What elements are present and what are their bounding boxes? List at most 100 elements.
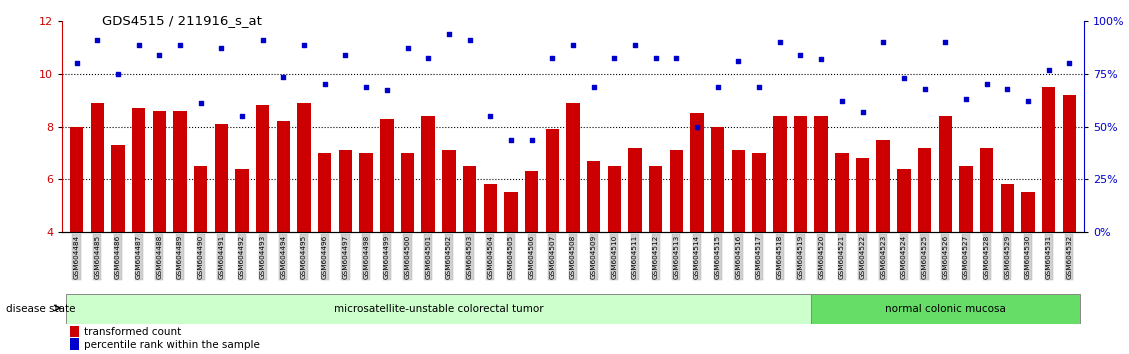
Text: GSM604488: GSM604488 [156,235,163,279]
Text: GSM604521: GSM604521 [839,235,844,279]
Text: GSM604525: GSM604525 [921,235,928,279]
Point [254,37,272,42]
Text: transformed count: transformed count [84,327,181,337]
Text: GSM604491: GSM604491 [218,235,225,279]
Text: GSM604513: GSM604513 [673,235,680,279]
Text: GSM604502: GSM604502 [446,235,452,279]
Text: GSM604511: GSM604511 [632,235,638,279]
Point [916,86,934,91]
Text: GSM604515: GSM604515 [715,235,720,279]
Bar [752,153,765,232]
Bar [173,111,186,232]
Text: GSM604520: GSM604520 [819,235,824,279]
Bar [711,127,725,232]
Point [895,75,913,81]
Bar [67,294,811,324]
Bar [814,116,828,232]
Bar [856,158,869,232]
Text: GSM604492: GSM604492 [239,235,245,279]
Bar [980,148,994,232]
Text: GSM604493: GSM604493 [260,235,265,279]
Point [729,58,747,64]
Bar [132,108,146,232]
Bar [277,121,290,232]
Point [274,74,292,79]
Text: GSM604484: GSM604484 [73,235,79,279]
Point [502,137,520,143]
Point [357,84,375,90]
Bar [194,166,208,232]
Bar [359,153,373,232]
Text: GSM604508: GSM604508 [570,235,576,279]
Text: GSM604494: GSM604494 [280,235,287,279]
Point [192,100,210,106]
Text: GSM604504: GSM604504 [488,235,493,279]
Text: GSM604507: GSM604507 [550,235,555,279]
Bar [629,148,641,232]
Bar [567,103,579,232]
Point [978,81,996,87]
Text: disease state: disease state [6,304,76,314]
Point [667,55,685,61]
Text: GSM604505: GSM604505 [508,235,514,279]
Point [563,42,583,48]
Bar [505,192,517,232]
Bar [545,129,559,232]
Point [419,55,437,61]
Text: GSM604497: GSM604497 [342,235,349,279]
Bar [938,116,952,232]
Bar [835,153,849,232]
Text: GSM604490: GSM604490 [198,235,203,279]
Bar [773,116,787,232]
Bar [70,127,84,232]
Text: GSM604499: GSM604499 [384,235,390,279]
Text: GSM604517: GSM604517 [756,235,762,279]
Text: GSM604514: GSM604514 [694,235,700,279]
Text: GSM604489: GSM604489 [177,235,183,279]
Point [1060,61,1078,66]
Point [709,84,727,90]
Point [833,98,851,104]
Point [605,55,623,61]
Text: GSM604522: GSM604522 [859,235,866,279]
Bar [811,294,1079,324]
Bar [70,326,79,337]
Point [585,84,603,90]
Bar [960,166,973,232]
Bar [421,116,435,232]
Bar [483,184,497,232]
Text: normal colonic mucosa: normal colonic mucosa [885,304,1006,314]
Text: GSM604487: GSM604487 [135,235,141,279]
Text: GSM604524: GSM604524 [901,235,907,279]
Text: percentile rank within the sample: percentile rank within the sample [84,340,260,350]
Point [212,45,230,50]
Bar [1042,87,1056,232]
Bar [732,150,745,232]
Bar [443,150,456,232]
Text: GSM604500: GSM604500 [404,235,411,279]
Bar [215,124,228,232]
Point [874,40,892,45]
Bar [401,153,414,232]
Bar [339,150,352,232]
Point [336,53,355,58]
Point [88,37,106,42]
Bar [649,166,663,232]
Text: GSM604486: GSM604486 [115,235,121,279]
Text: GSM604527: GSM604527 [963,235,969,279]
Bar [70,338,79,350]
Point [68,61,86,66]
Point [750,84,768,90]
Bar [607,166,621,232]
Point [461,37,479,42]
Text: GDS4515 / 211916_s_at: GDS4515 / 211916_s_at [102,14,262,27]
Bar [318,153,332,232]
Point [688,124,706,130]
Point [378,87,396,92]
Text: GSM604506: GSM604506 [528,235,535,279]
Text: GSM604498: GSM604498 [364,235,369,279]
Point [771,40,789,45]
Text: GSM604503: GSM604503 [466,235,473,279]
Bar [898,169,911,232]
Point [936,40,954,45]
